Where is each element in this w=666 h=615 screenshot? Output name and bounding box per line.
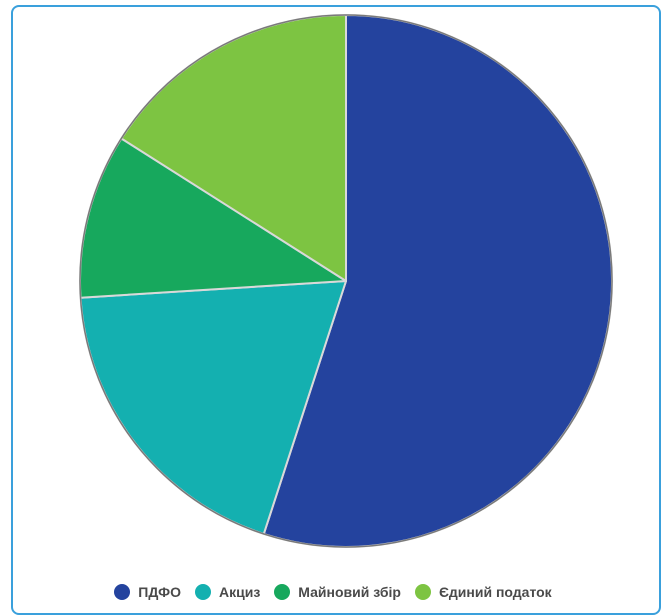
legend-item-aktsyz[interactable]: Акциз (195, 584, 260, 600)
pie-outline (79, 14, 613, 548)
legend-swatch-pdfo (114, 584, 131, 600)
legend-label-aktsyz: Акциз (219, 584, 261, 600)
legend-swatch-mainovyi-zbir (274, 584, 291, 600)
legend-label-yedynyi-podatok: Єдиний податок (438, 584, 552, 600)
legend-item-mainovyi-zbir[interactable]: Майновий збір (274, 584, 401, 600)
legend-item-yedynyi-podatok[interactable]: Єдиний податок (414, 584, 552, 600)
legend-swatch-yedynyi-podatok (414, 584, 431, 600)
legend-swatch-aktsyz (195, 584, 211, 600)
legend-item-pdfo[interactable]: ПДФО (114, 584, 181, 600)
legend-label-pdfo: ПДФО (138, 584, 181, 600)
legend-label-mainovyi-zbir: Майновий збір (298, 584, 401, 600)
chart-legend: ПДФО Акциз Майновий збір Єдиний податок (0, 580, 666, 604)
